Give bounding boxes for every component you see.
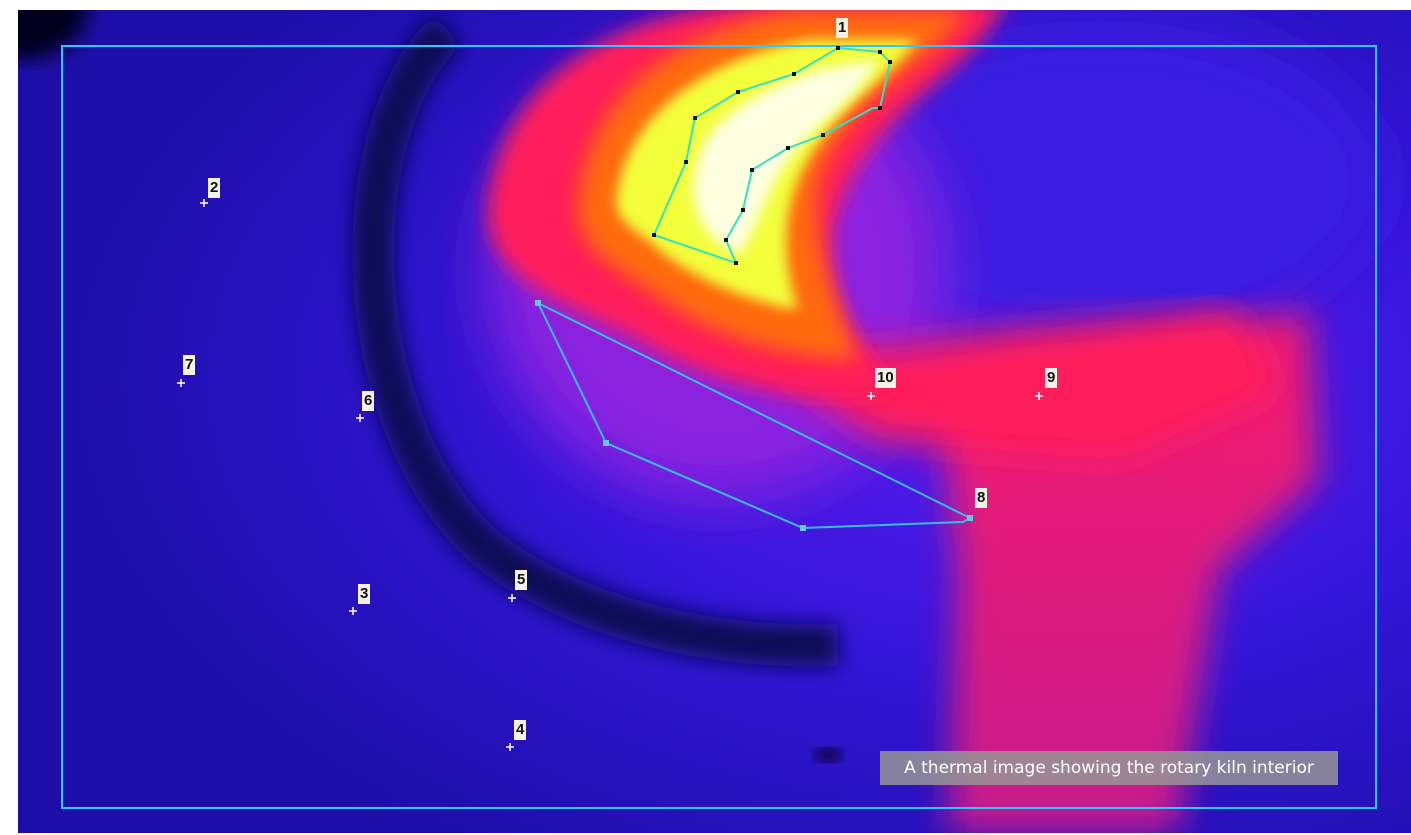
dark-corner [18, 10, 88, 60]
dark-spot [814, 748, 842, 762]
kiln-ring [352, 14, 839, 667]
point-markers [177, 199, 1043, 751]
point-label-9[interactable]: 9 [1045, 368, 1058, 388]
hot-band [738, 310, 1278, 460]
kiln-mouth [818, 20, 1378, 340]
point-label-4[interactable]: 4 [514, 720, 527, 740]
point-label-2[interactable]: 2 [208, 178, 221, 198]
point-label-6[interactable]: 6 [362, 391, 375, 411]
zone-8-vertices [535, 300, 973, 531]
point-label-1[interactable]: 1 [836, 18, 849, 38]
zone-8-polygon[interactable] [537, 302, 973, 530]
image-caption: A thermal image showing the rotary kiln … [880, 751, 1338, 785]
point-label-7[interactable]: 7 [183, 355, 196, 375]
zone-1-vertices [652, 46, 892, 265]
measurement-frame [61, 45, 1377, 809]
thermal-image: 1 2 3 4 5 6 7 8 9 10 [18, 10, 1411, 833]
hot-zone-white [693, 60, 878, 255]
point-label-10[interactable]: 10 [875, 368, 896, 388]
point-label-8[interactable]: 8 [975, 488, 988, 508]
point-label-5[interactable]: 5 [515, 570, 528, 590]
point-label-3[interactable]: 3 [358, 584, 371, 604]
thermal-scene [18, 10, 1411, 833]
